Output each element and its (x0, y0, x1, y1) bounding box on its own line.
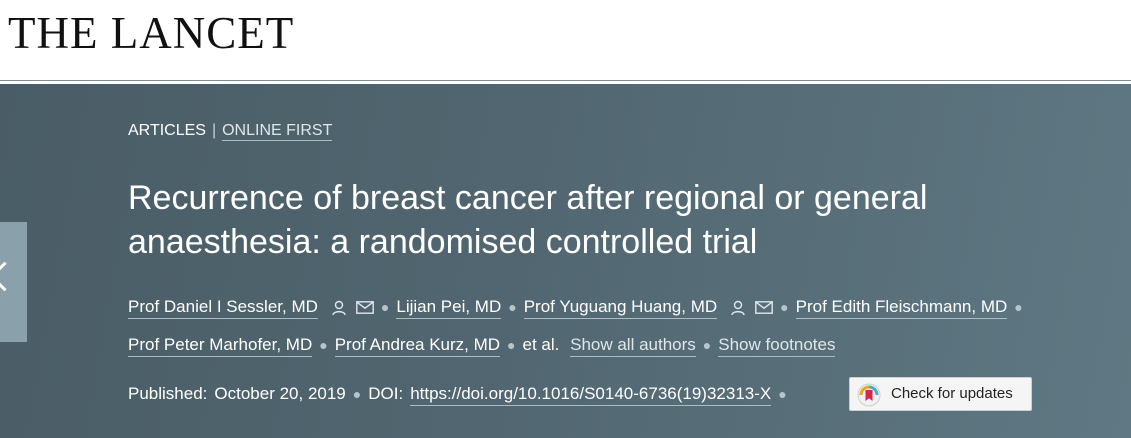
info-separator: ● (352, 386, 362, 402)
article-type: ARTICLES (128, 122, 206, 139)
crossmark-icon (857, 383, 881, 407)
header-divider (0, 80, 1131, 81)
author-link[interactable]: Prof Edith Fleischmann, MD (795, 297, 1008, 319)
person-icon[interactable] (731, 300, 745, 316)
breadcrumb-separator: | (211, 122, 217, 139)
publication-info: Published: October 20, 2019 ● DOI: https://d… (128, 384, 794, 406)
check-for-updates-label: Check for updates (891, 385, 1013, 402)
author-link[interactable]: Prof Daniel I Sessler, MD (128, 297, 318, 319)
doi-label: DOI: (368, 384, 404, 403)
author-separator: ● (508, 299, 517, 315)
chevron-left-icon (0, 261, 20, 292)
show-all-authors-link[interactable]: Show all authors (570, 335, 696, 357)
author-link[interactable]: Prof Yuguang Huang, MD (523, 297, 718, 319)
author-separator: ● (507, 337, 516, 353)
envelope-icon[interactable] (356, 301, 374, 314)
published-label: Published: (128, 384, 208, 403)
author-link[interactable]: Prof Andrea Kurz, MD (334, 335, 501, 357)
link-separator: ● (702, 337, 712, 353)
envelope-icon[interactable] (755, 301, 774, 314)
author-separator: ● (380, 299, 390, 315)
show-footnotes-link[interactable]: Show footnotes (718, 335, 836, 357)
author-separator: ● (780, 299, 789, 315)
masthead: THE LANCET (0, 0, 1131, 80)
journal-logo[interactable]: THE LANCET (8, 8, 295, 58)
author-separator: ● (319, 337, 328, 353)
author-separator: ● (1014, 299, 1023, 315)
article-title: Recurrence of breast cancer after region… (128, 179, 928, 261)
previous-article-tab[interactable] (0, 222, 27, 342)
doi-link[interactable]: https://doi.org/10.1016/S0140-6736(19)32… (410, 384, 772, 406)
person-icon[interactable] (332, 300, 346, 316)
published-date: October 20, 2019 (214, 384, 346, 403)
check-for-updates-button[interactable]: Check for updates (849, 377, 1032, 411)
breadcrumb: ARTICLES | ONLINE FIRST (128, 122, 333, 141)
author-link[interactable]: Lijian Pei, MD (396, 297, 502, 319)
et-al-text: et al. (522, 335, 560, 354)
online-first-link[interactable]: ONLINE FIRST (222, 122, 333, 141)
author-link[interactable]: Prof Peter Marhofer, MD (128, 335, 313, 357)
author-list: Prof Daniel I Sessler, MD ● Lijian Pei, MD… (128, 288, 1088, 364)
info-separator: ● (778, 386, 787, 402)
